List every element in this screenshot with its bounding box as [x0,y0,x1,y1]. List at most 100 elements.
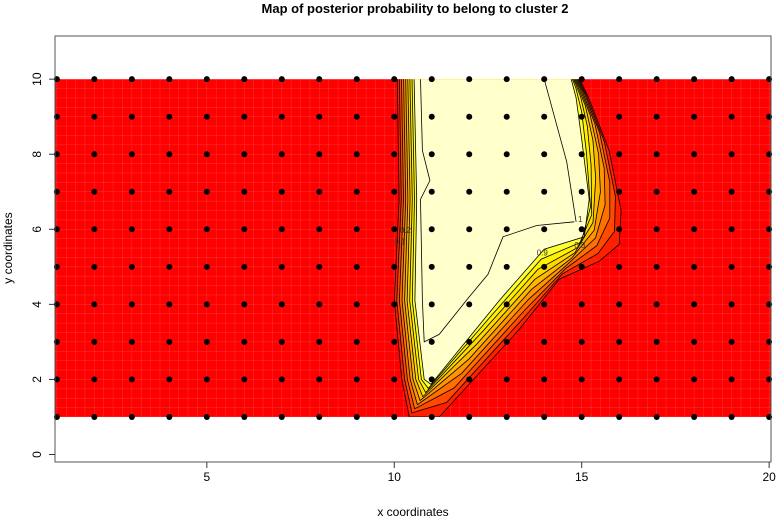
grid-point [166,151,173,158]
contour-line [411,79,591,390]
grid-point [728,226,735,233]
grid-point [391,338,398,345]
grid-point [241,413,248,420]
grid-point [91,113,98,120]
grid-point [278,226,285,233]
grid-point [353,376,360,383]
grid-point [541,263,548,270]
grid-point [578,226,585,233]
grid-point [241,338,248,345]
grid-point [166,376,173,383]
grid-point [466,76,473,83]
grid-point [241,301,248,308]
chart-title: Map of posterior probability to belong t… [262,1,569,16]
grid-point [541,188,548,195]
contour-line [404,79,601,402]
grid-point [391,301,398,308]
x-tick-label: 15 [575,470,589,484]
grid-point [578,338,585,345]
grid-point [616,338,623,345]
grid-point [691,226,698,233]
x-tick-label: 5 [203,470,210,484]
grid-point [503,188,510,195]
grid-point [353,76,360,83]
grid-point [128,301,135,308]
grid-point [391,376,398,383]
grid-point [541,338,548,345]
grid-point [166,188,173,195]
grid-point [353,301,360,308]
grid-point [653,263,660,270]
grid-point [316,113,323,120]
grid-point [391,263,398,270]
grid-point [353,338,360,345]
grid-point [541,413,548,420]
contour-label: 1 [578,215,583,224]
grid-point [541,76,548,83]
grid-point [91,376,98,383]
grid-point [691,151,698,158]
contour-label: 0.8 [574,241,586,250]
grid-point [428,376,435,383]
grid-point [653,226,660,233]
grid-point [278,76,285,83]
x-tick-label: 10 [388,470,402,484]
x-axis-label: x coordinates [377,505,448,518]
grid-point [466,226,473,233]
grid-point [241,113,248,120]
grid-point [391,413,398,420]
grid-point [128,151,135,158]
grid-point [166,226,173,233]
grid-point [353,188,360,195]
grid-point [316,413,323,420]
grid-point [616,263,623,270]
grid-point [316,76,323,83]
grid-point [128,188,135,195]
grid-point [203,338,210,345]
grid-point [466,151,473,158]
grid-point [391,226,398,233]
grid-point [653,301,660,308]
y-tick-label: 6 [30,226,44,233]
grid-point [578,188,585,195]
grid-point [128,376,135,383]
axes: 5 10 15 20 0 2 4 6 8 10 [30,35,776,484]
grid-point [316,226,323,233]
grid-point [466,376,473,383]
grid-point [203,301,210,308]
grid-point [691,338,698,345]
grid-point [353,413,360,420]
y-tick-label: 8 [30,151,44,158]
grid-point [166,338,173,345]
grid-point [728,301,735,308]
grid-point [541,376,548,383]
grid-point [278,413,285,420]
grid-point [616,413,623,420]
grid-point [728,113,735,120]
grid-point [578,151,585,158]
grid-point [616,188,623,195]
grid-point [316,188,323,195]
grid-point [391,113,398,120]
grid-point [428,151,435,158]
grid-point [541,301,548,308]
grid-point [428,413,435,420]
grid-point [653,413,660,420]
grid-point [653,376,660,383]
grid-point [316,263,323,270]
grid-point [691,376,698,383]
grid-point [541,113,548,120]
grid-point [203,376,210,383]
heatmap-layer: 0.1 0.2 0.8 0.9 1 [55,79,771,417]
grid-point [616,113,623,120]
grid-point [166,76,173,83]
grid-point [428,188,435,195]
grid-point [203,113,210,120]
grid-point [503,301,510,308]
grid-point [653,76,660,83]
grid-point [353,226,360,233]
grid-point [241,376,248,383]
grid-point [728,263,735,270]
grid-point [503,151,510,158]
grid-point [728,376,735,383]
